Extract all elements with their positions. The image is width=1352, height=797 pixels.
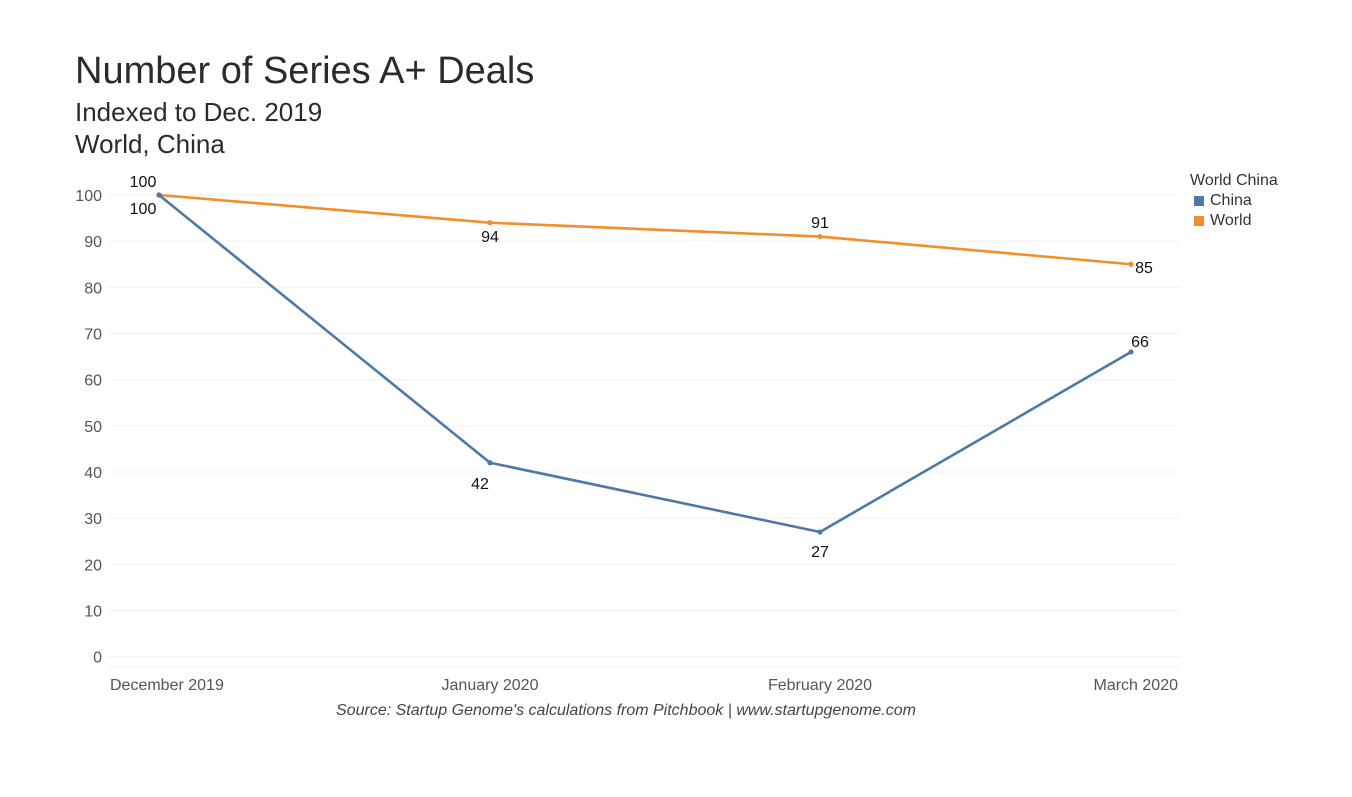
y-tick-label-90: 90	[84, 234, 102, 251]
series-lines	[156, 192, 1134, 535]
x-tick-label-3: February 2020	[768, 677, 872, 694]
legend-item-china[interactable]: China	[1190, 191, 1278, 211]
point-china-3[interactable]	[817, 529, 823, 535]
point-world-3[interactable]	[817, 233, 823, 240]
y-tick-label-30: 30	[84, 511, 102, 528]
x-axis: December 2019 January 2020 February 2020 Ma…	[108, 666, 1180, 694]
data-label-china-3: 27	[811, 544, 829, 561]
series-line-world	[158, 193, 1132, 266]
series-line-china	[158, 193, 1132, 534]
point-world-2[interactable]	[487, 220, 493, 226]
chart-subtitle-regions: World, China	[75, 129, 225, 159]
legend-swatch-world	[1194, 216, 1204, 226]
y-tick-label-0: 0	[93, 650, 102, 667]
data-label-china-4: 66	[1131, 334, 1149, 351]
legend-label-world: World	[1210, 212, 1252, 229]
data-labels: 100 42 27 66 100 94 91 85	[130, 174, 1153, 561]
data-label-world-3: 91	[811, 215, 829, 232]
point-china-4[interactable]	[1128, 349, 1134, 355]
y-tick-label-50: 50	[84, 419, 102, 436]
point-china-2[interactable]	[487, 460, 493, 466]
legend-swatch-china	[1194, 196, 1204, 206]
x-tick-label-4: March 2020	[1094, 677, 1179, 694]
chart-subtitle-index: Indexed to Dec. 2019	[75, 97, 323, 127]
data-label-world-2: 94	[481, 229, 499, 246]
y-tick-label-70: 70	[84, 326, 102, 343]
y-tick-label-60: 60	[84, 373, 102, 390]
legend-item-world[interactable]: World	[1190, 211, 1278, 231]
y-axis: 0 10 20 30 40 50 60 70 80 90 100	[75, 188, 102, 667]
legend-label-china: China	[1210, 192, 1252, 209]
y-tick-label-40: 40	[84, 465, 102, 482]
y-tick-label-100: 100	[75, 188, 102, 205]
y-tick-label-10: 10	[84, 603, 102, 620]
x-tick-label-2: January 2020	[442, 677, 539, 694]
gridlines	[108, 194, 1180, 658]
x-tick-label-1: December 2019	[110, 677, 224, 694]
legend: World China China World	[1190, 172, 1278, 231]
chart-title: Number of Series A+ Deals	[75, 50, 535, 92]
data-label-world-4: 85	[1135, 260, 1153, 277]
source-note: Source: Startup Genome's calculations fr…	[336, 702, 916, 719]
legend-title: World China	[1190, 172, 1278, 189]
data-label-china-2: 42	[471, 476, 489, 493]
point-china-1[interactable]	[156, 192, 162, 198]
point-world-4[interactable]	[1128, 261, 1134, 267]
y-tick-label-20: 20	[84, 557, 102, 574]
y-tick-label-80: 80	[84, 280, 102, 297]
data-label-world-1: 100	[130, 174, 157, 191]
data-label-china-1: 100	[130, 201, 157, 218]
